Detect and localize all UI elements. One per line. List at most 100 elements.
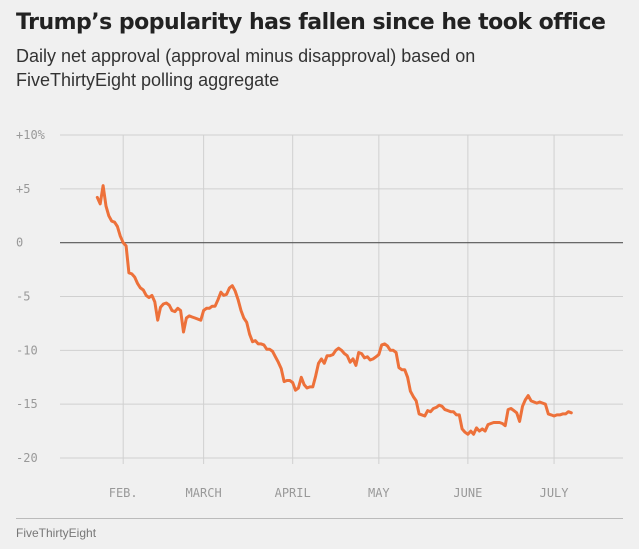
data-point [372, 358, 374, 360]
data-point [547, 413, 550, 415]
data-point [441, 405, 443, 408]
data-point [185, 317, 188, 319]
data-point [340, 349, 343, 352]
data-point [369, 359, 372, 361]
data-point [228, 287, 231, 289]
data-point [211, 305, 213, 308]
data-point [472, 433, 475, 436]
data-point [139, 287, 142, 289]
data-point [421, 414, 423, 416]
data-point [179, 309, 182, 312]
data-point [533, 401, 535, 403]
data-point [96, 196, 99, 199]
data-point [550, 414, 552, 416]
series-layer [95, 184, 573, 436]
data-point [418, 413, 420, 415]
data-point [556, 414, 558, 416]
data-point [254, 339, 257, 342]
data-point [360, 352, 363, 355]
data-point [174, 310, 176, 313]
data-point [567, 410, 570, 413]
data-point [154, 301, 156, 303]
data-point [248, 333, 251, 336]
data-point [197, 318, 199, 320]
data-point [564, 413, 567, 415]
x-tick-label: MARCH [186, 486, 222, 500]
data-point [429, 410, 432, 413]
data-point [438, 404, 441, 407]
data-point [243, 317, 245, 319]
data-point [444, 408, 446, 411]
data-point [110, 220, 113, 222]
data-point [403, 368, 406, 371]
data-point [202, 309, 205, 312]
data-point [145, 294, 147, 297]
data-point [458, 414, 461, 416]
data-point [102, 184, 104, 187]
data-point [222, 294, 225, 297]
data-point [268, 348, 271, 351]
data-point [266, 348, 268, 351]
footer-divider [16, 518, 623, 519]
grid-layer [60, 134, 623, 464]
data-point [142, 289, 145, 291]
data-point [449, 410, 452, 413]
data-point [432, 407, 435, 410]
data-point [366, 356, 369, 358]
data-point [346, 354, 349, 357]
data-point [151, 294, 153, 297]
x-tick-label: JULY [540, 486, 570, 500]
data-point [343, 352, 346, 355]
tick-label-layer: +10% +5 0 -5 -10 -15 -20 FEB. MARCH APRIL MAY JUNE J… [16, 128, 569, 500]
data-point [415, 400, 418, 402]
data-point [317, 362, 320, 365]
data-point [326, 354, 328, 357]
data-point [191, 316, 193, 318]
data-point [289, 379, 291, 382]
data-point [401, 368, 403, 371]
data-point [113, 221, 116, 223]
data-point [412, 395, 415, 398]
data-point [297, 387, 300, 389]
data-point [455, 414, 458, 416]
data-point [467, 433, 469, 436]
net-approval-line [95, 184, 573, 436]
data-point [220, 291, 222, 294]
data-point [119, 235, 122, 237]
data-point [122, 241, 124, 244]
data-point [271, 350, 274, 353]
data-point [320, 358, 323, 360]
data-point [260, 343, 262, 345]
data-point [329, 354, 331, 357]
data-point [498, 421, 501, 424]
data-point [530, 400, 532, 402]
data-point [217, 298, 219, 301]
data-point [518, 420, 521, 423]
data-point [470, 430, 472, 432]
data-point [194, 317, 196, 319]
data-point [234, 290, 236, 292]
data-point [237, 298, 239, 301]
data-point [240, 309, 242, 312]
data-point [225, 293, 228, 296]
data-point [492, 421, 495, 424]
data-point [426, 409, 429, 412]
data-point [108, 215, 110, 217]
data-point [300, 376, 303, 379]
data-point [481, 428, 484, 430]
x-tick-label: APRIL [275, 486, 311, 500]
data-point [406, 376, 409, 379]
data-point [277, 361, 280, 364]
y-tick-label: -5 [16, 290, 30, 304]
x-tick-label: FEB. [109, 486, 138, 500]
data-point [136, 282, 139, 285]
data-point [461, 428, 463, 430]
data-point [128, 272, 130, 274]
data-point [105, 205, 107, 207]
data-point [263, 344, 265, 346]
data-point [452, 410, 455, 413]
chart-subtitle: Daily net approval (approval minus disap… [16, 46, 476, 90]
data-point [395, 351, 397, 354]
data-point [398, 366, 400, 369]
